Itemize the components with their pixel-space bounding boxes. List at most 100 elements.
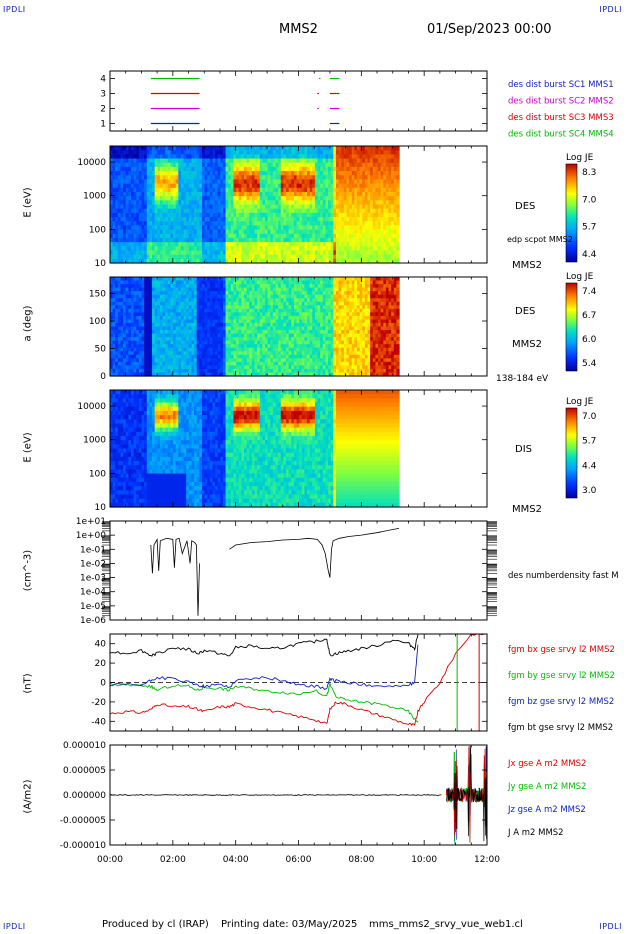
heat-cell: [228, 221, 232, 226]
heat-cell: [236, 196, 240, 201]
heat-cell: [167, 200, 172, 206]
heat-cell: [312, 254, 316, 260]
heat-cell: [270, 179, 274, 185]
heat-cell: [383, 187, 387, 193]
heat-cell: [141, 208, 145, 214]
heat-cell: [293, 154, 298, 160]
heat-cell: [288, 225, 292, 231]
heat-cell: [375, 175, 379, 181]
heat-cell: [257, 166, 261, 172]
heat-cell: [393, 196, 398, 201]
heat-cell: [167, 351, 172, 356]
heat-cell: [320, 237, 324, 243]
heat-cell: [351, 150, 355, 155]
heat-cell: [241, 204, 245, 210]
heat-cell: [293, 191, 298, 197]
heat-cell: [215, 191, 219, 197]
heat-cell: [278, 229, 282, 235]
heat-cell: [136, 368, 140, 374]
heat-cell: [194, 166, 198, 172]
heat-cell: [180, 175, 185, 181]
heat-cell: [396, 254, 400, 260]
heat-cell: [110, 254, 114, 260]
heat-cell: [199, 150, 203, 155]
heat-cell: [236, 217, 240, 222]
heat-cell: [159, 166, 164, 172]
heat-cell: [335, 150, 340, 155]
heat-cell: [251, 154, 256, 160]
heat-cell: [128, 351, 132, 356]
heat-cell: [123, 200, 127, 206]
heat-cell: [157, 258, 161, 264]
heat-cell: [144, 351, 148, 356]
heat-cell: [188, 347, 193, 352]
heat-cell: [196, 351, 200, 356]
heat-cell: [233, 254, 237, 260]
heat-cell: [236, 250, 240, 256]
heat-cell: [275, 233, 279, 239]
heat-cell: [178, 250, 182, 256]
heat-cell: [178, 254, 182, 260]
heat-cell: [162, 258, 166, 264]
heat-cell: [133, 166, 137, 172]
heat-cell: [262, 158, 266, 164]
heat-cell: [199, 312, 203, 317]
heat-cell: [152, 280, 156, 285]
heat-cell: [230, 146, 235, 151]
heat-cell: [246, 225, 250, 231]
heat-cell: [396, 179, 400, 185]
heat-cell: [175, 258, 179, 264]
heat-cell: [222, 237, 227, 243]
heat-cell: [194, 258, 198, 264]
heat-cell: [201, 315, 206, 321]
heat-cell: [115, 337, 119, 342]
heat-cell: [283, 150, 287, 155]
heat-cell: [159, 217, 164, 222]
heat-cell: [265, 183, 269, 189]
heat-cell: [173, 146, 177, 151]
heat-cell: [149, 312, 153, 317]
heat-cell: [199, 229, 203, 235]
heat-cell: [131, 254, 135, 260]
heat-cell: [165, 280, 169, 285]
heat-cell: [375, 171, 379, 176]
heat-cell: [196, 333, 200, 338]
heat-cell: [296, 208, 300, 214]
heat-cell: [293, 150, 298, 155]
heat-cell: [183, 175, 187, 181]
heat-cell: [159, 298, 164, 303]
heat-cell: [188, 337, 193, 342]
heat-cell: [133, 301, 137, 306]
heat-cell: [149, 179, 153, 185]
heat-cell: [291, 254, 295, 260]
heat-cell: [167, 146, 172, 151]
heat-cell: [146, 284, 151, 289]
heat-cell: [241, 221, 245, 226]
heat-cell: [380, 166, 384, 172]
heat-cell: [175, 191, 179, 197]
heat-cell: [288, 258, 292, 264]
heat-cell: [165, 291, 169, 296]
heat-cell: [194, 277, 198, 282]
heat-cell: [207, 150, 211, 155]
heat-cell: [196, 344, 200, 349]
heat-cell: [136, 361, 140, 366]
heat-cell: [244, 250, 248, 256]
heat-cell: [367, 242, 371, 247]
heat-cell: [304, 146, 308, 151]
heat-cell: [154, 187, 158, 193]
heat-cell: [191, 319, 195, 324]
heat-cell: [236, 212, 240, 218]
heat-cell: [170, 365, 174, 370]
heat-cell: [146, 333, 151, 338]
heat-cell: [144, 191, 148, 197]
heat-cell: [262, 208, 266, 214]
heat-cell: [183, 326, 187, 331]
heat-cell: [251, 196, 256, 201]
heat-cell: [167, 162, 172, 168]
heat-cell: [194, 229, 198, 235]
heat-cell: [149, 301, 153, 306]
heat-cell: [257, 258, 261, 264]
heat-cell: [220, 162, 224, 168]
heat-cell: [299, 208, 303, 214]
